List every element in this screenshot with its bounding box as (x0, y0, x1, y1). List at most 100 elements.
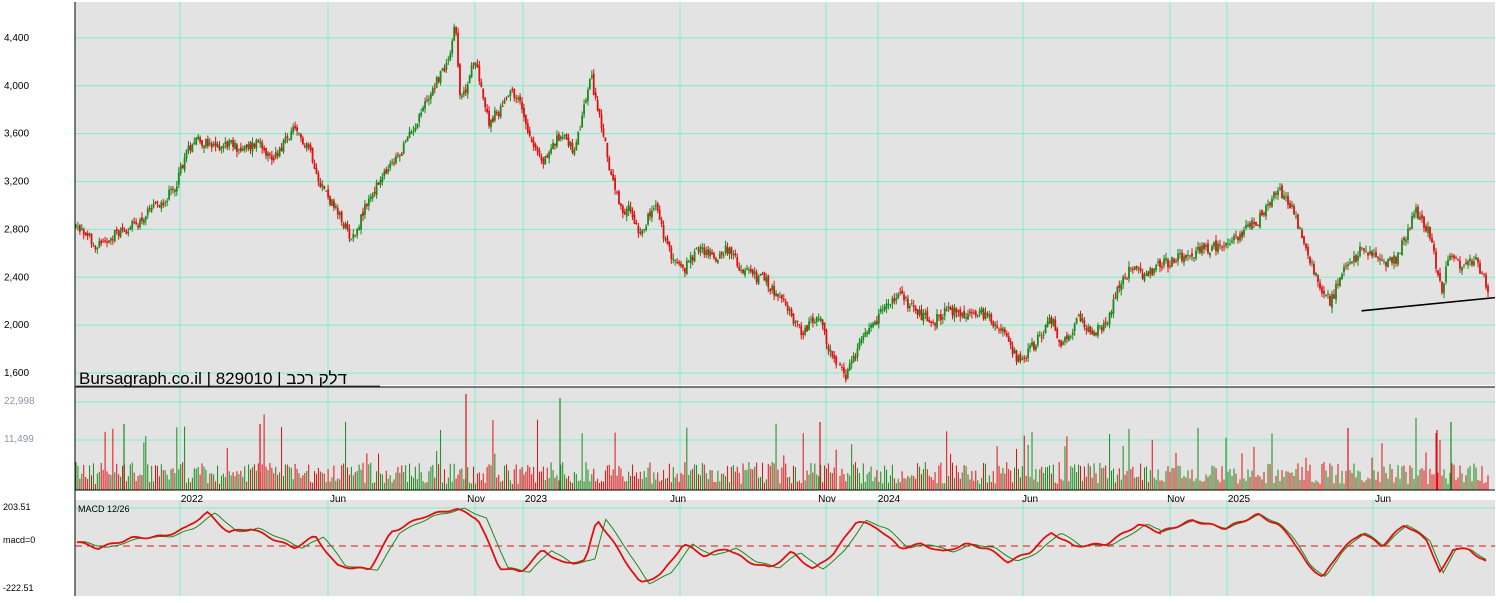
candle-body (813, 322, 816, 324)
candle-body (907, 298, 909, 309)
candle-body (1237, 237, 1239, 241)
candle-body (1363, 248, 1365, 251)
candle-body (86, 233, 89, 237)
candle-body (821, 319, 824, 325)
candle-body (1253, 222, 1255, 224)
candle-body (875, 321, 878, 325)
candle-body (447, 60, 450, 62)
candle-body (214, 141, 217, 147)
candle-body (556, 135, 558, 147)
candle-body (1261, 210, 1263, 216)
candle-body (701, 247, 704, 249)
candle-body (300, 133, 302, 138)
candle-body (402, 143, 405, 154)
candle-body (1393, 255, 1395, 264)
candle-body (672, 258, 675, 260)
candle-body (495, 112, 498, 114)
candle-body (466, 84, 469, 94)
candle-body (951, 308, 954, 316)
candle-body (251, 142, 254, 152)
candle-body (862, 335, 865, 340)
candle-body (835, 356, 838, 365)
candle-body (139, 219, 141, 228)
candle-body (1075, 317, 1078, 324)
candle-body (1403, 237, 1405, 241)
candle-body (651, 210, 653, 218)
date-tick-label: Nov (467, 494, 485, 505)
candle-body (1245, 224, 1247, 229)
candle-body (695, 247, 698, 250)
candle-body (1479, 262, 1481, 274)
candle-body (1031, 341, 1033, 346)
candle-body (1451, 255, 1453, 257)
candle-body (313, 163, 316, 169)
candle-body (1060, 340, 1063, 347)
candle-body (856, 348, 859, 357)
candle-body (1229, 244, 1231, 246)
candle-body (1079, 313, 1082, 322)
candle-body (75, 225, 77, 227)
candle-body (749, 268, 752, 272)
candle-body (775, 293, 777, 297)
candle-body (193, 142, 196, 145)
candle-body (365, 203, 368, 207)
candle-body (360, 214, 362, 230)
candle-body (967, 313, 969, 320)
candle-body (823, 322, 826, 332)
candle-body (412, 131, 415, 133)
candle-body (106, 241, 108, 243)
candle-body (643, 229, 646, 231)
candle-body (684, 268, 686, 273)
candle-body (918, 309, 921, 315)
candle-body (1054, 319, 1057, 331)
candle-body (1100, 326, 1103, 331)
candle-body (340, 211, 343, 223)
candle-body (635, 222, 638, 225)
candle-body (1131, 269, 1134, 271)
candle-body (563, 135, 566, 137)
candle-body (1315, 273, 1317, 276)
candle-body (938, 315, 940, 317)
candle-body (358, 227, 361, 231)
candle-body (1275, 192, 1277, 195)
candle-body (1387, 259, 1389, 268)
candle-body (620, 203, 622, 206)
candle-body (1239, 233, 1241, 241)
candle-body (197, 136, 200, 140)
candle-body (100, 240, 103, 244)
candle-body (1269, 202, 1271, 206)
candle-body (104, 240, 106, 242)
candle-body (482, 88, 485, 99)
candle-body (453, 27, 456, 41)
candle-body (443, 68, 446, 72)
candle-body (1093, 331, 1095, 336)
candle-body (773, 285, 776, 296)
candle-body (160, 201, 163, 209)
candle-body (367, 198, 370, 206)
candle-body (939, 314, 942, 321)
candle-body (1207, 243, 1209, 254)
candle-body (499, 106, 502, 117)
candle-body (1483, 273, 1485, 275)
candle-body (484, 97, 487, 108)
candle-body (806, 325, 808, 332)
candle-body (1036, 335, 1039, 346)
candle-body (1383, 261, 1385, 263)
candle-body (759, 273, 762, 276)
candle-body (631, 210, 634, 218)
candle-body (117, 230, 120, 237)
candle-body (1311, 262, 1313, 264)
price-axis-labels: 1,600 2,000 2,400 2,800 3,200 3,600 4,000 4,400 (4, 33, 29, 379)
candle-body (782, 298, 785, 301)
candle-body (1273, 192, 1275, 198)
candle-body (583, 104, 585, 115)
candle-body (811, 317, 814, 323)
candle-body (82, 229, 85, 235)
candle-body (315, 168, 318, 174)
candle-body (331, 199, 333, 206)
volume-panel-bg (75, 387, 1495, 490)
candle-body (241, 148, 244, 152)
candle-body (1295, 215, 1297, 217)
candle-body (1487, 285, 1489, 293)
candle-body (317, 173, 320, 182)
